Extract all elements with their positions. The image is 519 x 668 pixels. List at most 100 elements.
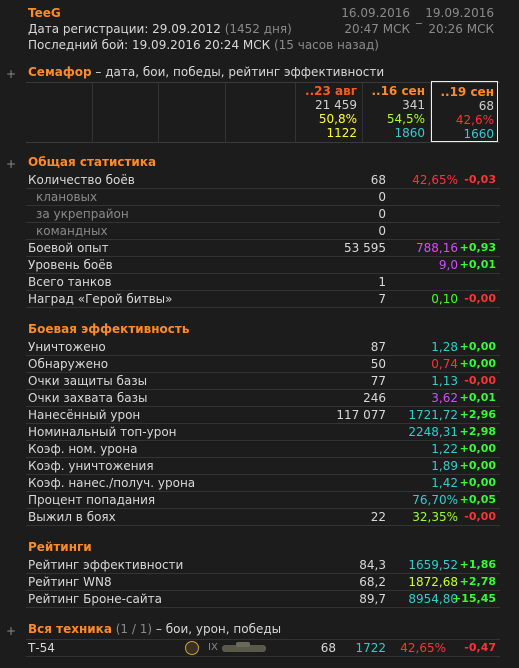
stat-delta: -0,00 <box>464 374 496 387</box>
stat-delta: +2,78 <box>459 575 496 588</box>
stat-delta: +0,00 <box>459 476 496 489</box>
stat-average: 1,89 <box>431 459 458 473</box>
stat-row: Всего танков 1 <box>26 274 500 291</box>
stat-label: Выжил в боях <box>28 510 116 524</box>
semafor-wins: 42,6% <box>455 113 494 127</box>
stat-value: 84,3 <box>359 558 386 572</box>
stat-label: Номинальный топ-урон <box>28 425 177 439</box>
stat-delta: -0,00 <box>464 292 496 305</box>
stat-label: Обнаружено <box>28 357 109 371</box>
vehicles-header: Вся техника (1 / 1) – бои, урон, победы <box>28 621 281 637</box>
tank-turret <box>236 642 250 647</box>
stat-average: 1721,72 <box>408 408 458 422</box>
text: (1 / 1) <box>115 622 153 636</box>
stat-value: 1 <box>378 275 386 289</box>
stat-average: 2248,31 <box>408 425 458 439</box>
stat-row: Номинальный топ-урон 2248,31 +2,98 <box>26 424 500 441</box>
semafor-column: ..16 сен 341 54,5% 1860 <box>363 83 431 142</box>
time-to: 20:26 МСК <box>428 22 494 36</box>
text: – дата, бои, победы, рейтинг эффективнос… <box>95 65 385 79</box>
stat-delta: -0,03 <box>464 173 496 186</box>
tank-icon <box>222 645 266 652</box>
semafor-rating: 1860 <box>394 126 425 140</box>
stat-label: Коэф. уничтожения <box>28 459 154 473</box>
stat-label: командных <box>36 224 108 238</box>
semafor-date: ..23 авг <box>305 84 357 98</box>
stat-value: 68,2 <box>359 575 386 589</box>
divider <box>295 83 296 142</box>
stat-label: Уровень боёв <box>28 258 113 272</box>
stat-row: Очки защиты базы 77 1,13 -0,00 <box>26 373 500 390</box>
stat-average: 1,28 <box>431 340 458 354</box>
semafor-date: ..16 сен <box>371 84 425 98</box>
stat-delta: +0,93 <box>459 241 496 254</box>
stat-row: клановых 0 <box>26 189 500 206</box>
stat-row: Уровень боёв 9,0 +0,01 <box>26 257 500 274</box>
stat-average: 1,13 <box>431 374 458 388</box>
time-from: 20:47 МСК <box>344 22 410 36</box>
vehicle-winrate: 42,65% <box>400 641 446 655</box>
toggle[interactable]: + <box>6 157 17 171</box>
stat-value: 7 <box>378 292 386 306</box>
vehicle-battles: 68 <box>320 641 336 655</box>
stat-row: за укрепрайон 0 <box>26 206 500 223</box>
stat-row: Уничтожено 87 1,28 +0,00 <box>26 339 500 356</box>
stat-delta: +0,00 <box>459 357 496 370</box>
stat-delta: +2,96 <box>459 408 496 421</box>
section-title: Общая статистика <box>28 155 157 169</box>
stat-row: Рейтинг эффективности 84,3 1659,52 +1,86 <box>26 557 500 574</box>
stat-value: 50 <box>370 357 386 371</box>
stat-row: Наград «Герой битвы» 7 0,10 -0,00 <box>26 291 500 308</box>
stat-average: 3,62 <box>431 391 458 405</box>
stat-delta: +15,45 <box>451 592 496 605</box>
stat-row: Рейтинг Броне-сайта 89,7 8954,80 +15,45 <box>26 591 500 608</box>
stat-delta: +0,00 <box>459 459 496 472</box>
stat-row: Рейтинг WN8 68,2 1872,68 +2,78 <box>26 574 500 591</box>
semafor-wins: 54,5% <box>386 112 425 126</box>
stat-row: Процент попадания 76,70% +0,05 <box>26 492 500 509</box>
stat-average: 788,16 <box>416 241 458 255</box>
stat-label: Очки захвата базы <box>28 391 148 405</box>
registration: Дата регистрации: 29.09.2012 (1452 дня) <box>28 21 292 37</box>
stat-value: 0 <box>378 207 386 221</box>
divider <box>225 83 226 142</box>
stat-row: командных 0 <box>26 223 500 240</box>
stat-value: 68 <box>370 173 386 187</box>
stat-value: 246 <box>363 391 386 405</box>
stat-delta: +0,00 <box>459 340 496 353</box>
player-name: TeeG <box>28 6 61 20</box>
date-from: 16.09.2016 <box>341 6 410 20</box>
toggle[interactable]: + <box>6 624 17 638</box>
section-title: Боевая эффективность <box>28 322 190 336</box>
stat-average: 0,74 <box>431 357 458 371</box>
text: Семафор <box>28 65 92 79</box>
toggle[interactable]: + <box>6 67 17 81</box>
stat-average: 9,0 <box>438 258 458 272</box>
stat-delta: +2,98 <box>459 425 496 438</box>
stat-label: Нанесённый урон <box>28 408 141 422</box>
stat-row: Очки захвата базы 246 3,62 +0,01 <box>26 390 500 407</box>
stat-label: за укрепрайон <box>36 207 129 221</box>
vehicle-tier: IX <box>208 642 218 653</box>
stat-label: Количество боёв <box>28 173 135 187</box>
stat-average: 32,35% <box>412 510 458 524</box>
stat-label: Всего танков <box>28 275 112 289</box>
stat-value: 77 <box>370 374 386 388</box>
stat-average: 0,10 <box>431 292 458 306</box>
stat-value: 0 <box>378 224 386 238</box>
stat-value: 87 <box>370 340 386 354</box>
stat-value: 89,7 <box>359 592 386 606</box>
stat-delta: -0,00 <box>464 510 496 523</box>
semafor-wins: 50,8% <box>318 112 357 126</box>
vehicle-row: Т-54 IX 68 1722 42,65% -0,47 <box>26 639 500 657</box>
mastery-badge <box>185 641 199 655</box>
text: Дата регистрации: 29.09.2012 <box>28 22 221 36</box>
stat-label: Наград «Герой битвы» <box>28 292 173 306</box>
stat-row: Боевой опыт 53 595 788,16 +0,93 <box>26 240 500 257</box>
stat-row: Обнаружено 50 0,74 +0,00 <box>26 356 500 373</box>
stat-label: Уничтожено <box>28 340 106 354</box>
vehicle-damage: 1722 <box>355 641 386 655</box>
stat-row: Выжил в боях 22 32,35% -0,00 <box>26 509 500 526</box>
semafor-date: ..19 сен <box>440 85 494 99</box>
